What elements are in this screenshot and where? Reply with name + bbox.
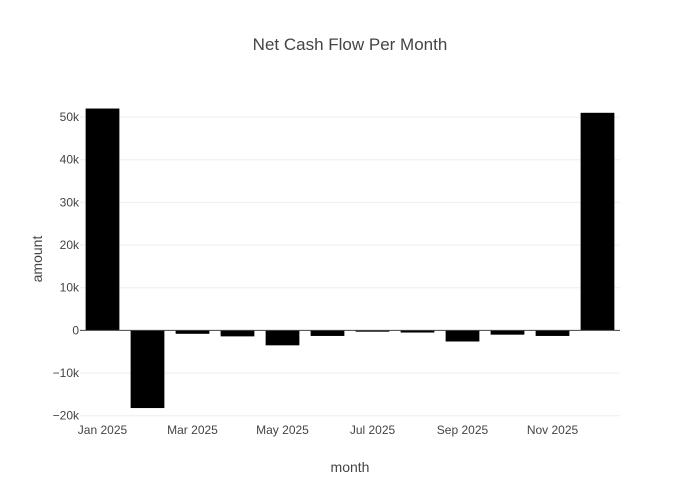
x-tick-label: Nov 2025	[527, 423, 579, 437]
x-axis-title: month	[331, 459, 370, 475]
y-axis-title: amount	[29, 236, 45, 283]
bar-2025-12	[580, 112, 615, 331]
bar-2025-01	[85, 108, 120, 331]
bar-2025-02	[130, 330, 165, 409]
y-tick-label: 30k	[60, 195, 80, 209]
x-tick-label: Jan 2025	[78, 423, 128, 437]
bars	[85, 108, 615, 409]
bar-2025-04	[220, 330, 255, 337]
x-tick-label: Jul 2025	[350, 423, 396, 437]
x-tick-label: May 2025	[256, 423, 309, 437]
y-axis-ticks: −20k −10k 0 10k 20k 30k 40k 50k	[53, 110, 80, 423]
y-tick-label: 50k	[60, 110, 80, 124]
gridlines	[80, 116, 620, 417]
y-tick-label: 0	[72, 323, 79, 337]
y-tick-label: 40k	[60, 153, 80, 167]
bar-2025-06	[310, 330, 345, 336]
bar-2025-10	[490, 330, 525, 335]
x-tick-label: Mar 2025	[167, 423, 218, 437]
bar-2025-09	[445, 330, 480, 342]
x-axis-ticks: Jan 2025 Mar 2025 May 2025 Jul 2025 Sep 2025…	[78, 423, 579, 437]
chart-title: Net Cash Flow Per Month	[253, 35, 448, 54]
bar-2025-07	[355, 330, 390, 332]
bar-2025-03	[175, 330, 210, 334]
y-tick-label: 20k	[60, 238, 80, 252]
y-tick-label: 10k	[60, 281, 80, 295]
bar-2025-05	[265, 330, 300, 346]
bar-2025-08	[400, 330, 435, 333]
y-tick-label: −10k	[53, 366, 80, 380]
bar-2025-11	[535, 330, 570, 336]
y-tick-label: −20k	[53, 409, 80, 423]
x-tick-label: Sep 2025	[437, 423, 489, 437]
